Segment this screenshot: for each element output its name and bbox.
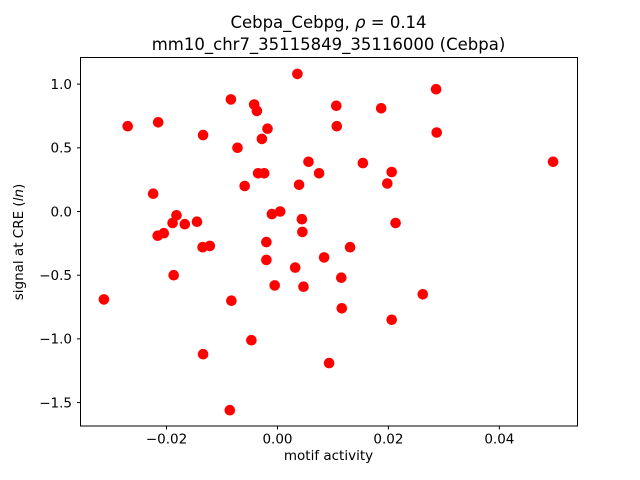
- scatter-point: [375, 103, 387, 114]
- y-tick-label: −1.0: [39, 332, 72, 348]
- scatter-point: [239, 180, 250, 192]
- y-axis-label: signal at CRE (ln): [11, 184, 27, 301]
- scatter-point: [297, 226, 308, 238]
- scatter-point: [296, 213, 308, 225]
- scatter-point: [122, 120, 133, 132]
- scatter-point: [357, 157, 369, 169]
- x-axis-label: motif activity: [80, 448, 577, 464]
- scatter-point: [261, 254, 272, 266]
- chart-title: Cebpa_Cebpg, ρ = 0.14 mm10_chr7_35115849…: [80, 12, 577, 56]
- x-tick-label: 0.02: [373, 432, 403, 448]
- scatter-point: [167, 217, 178, 229]
- scatter-point: [323, 357, 335, 369]
- scatter-point: [382, 178, 393, 189]
- scatter-point: [251, 105, 263, 117]
- y-tick-label: 0.0: [51, 204, 72, 220]
- scatter-point: [246, 334, 257, 346]
- scatter-point: [191, 216, 203, 227]
- chart-subtitle: mm10_chr7_35115849_35116000 (Cebpa): [151, 35, 506, 54]
- chart-title-line1: Cebpa_Cebpg, ρ = 0.14: [80, 12, 577, 34]
- scatter-point: [386, 166, 398, 178]
- scatter-point: [318, 252, 330, 263]
- scatter-point: [258, 168, 270, 179]
- scatter-point: [98, 294, 110, 305]
- scatter-point: [197, 129, 209, 141]
- y-axis-label-suffix: ): [11, 183, 27, 189]
- scatter-point: [266, 208, 278, 220]
- scatter-point: [289, 262, 301, 273]
- scatter-point: [431, 127, 443, 138]
- scatter-point: [386, 314, 398, 326]
- scatter-point: [298, 281, 309, 293]
- title-suffix: = 0.14: [365, 13, 427, 32]
- y-axis-label-italic: ln: [11, 188, 27, 202]
- scatter-point: [226, 295, 237, 307]
- scatter-point: [256, 133, 268, 145]
- scatter-point: [331, 120, 343, 132]
- y-tick-label: 1.0: [51, 77, 72, 93]
- y-tick-label: 0.5: [51, 141, 72, 157]
- y-tick-label: −0.5: [39, 268, 72, 284]
- scatter-point: [390, 217, 401, 229]
- scatter-point: [292, 68, 303, 80]
- scatter-point: [204, 240, 216, 252]
- scatter-point: [168, 269, 179, 281]
- scatter-point: [232, 142, 243, 154]
- x-tick-label: −0.02: [146, 432, 187, 448]
- scatter-point: [261, 236, 272, 248]
- x-tick-label: 0.04: [484, 432, 514, 448]
- scatter-point: [262, 123, 273, 134]
- y-axis-label-prefix: signal at CRE (: [11, 201, 27, 301]
- scatter-point: [158, 227, 170, 239]
- x-axis-label-text: motif activity: [283, 448, 374, 464]
- scatter-point: [152, 117, 164, 128]
- scatter-point: [197, 348, 209, 360]
- axes-frame: [80, 57, 578, 427]
- y-tick-label: −1.5: [39, 395, 72, 411]
- scatter-point: [331, 100, 342, 112]
- scatter-point: [225, 94, 237, 105]
- scatter-point: [313, 168, 325, 179]
- scatter-point: [269, 280, 281, 291]
- scatter-point: [147, 188, 159, 199]
- scatter-point: [224, 404, 236, 416]
- title-rho-symbol: ρ: [355, 13, 366, 32]
- scatter-point: [336, 303, 348, 314]
- scatter-point: [336, 272, 347, 284]
- scatter-point: [417, 289, 429, 300]
- scatter-point: [179, 218, 191, 230]
- x-tick-label: 0.00: [262, 432, 292, 448]
- scatter-point: [430, 83, 442, 95]
- scatter-point: [293, 179, 305, 191]
- scatter-point: [344, 241, 356, 253]
- scatter-point: [303, 156, 314, 168]
- scatter-point: [274, 206, 286, 217]
- scatter-point: [547, 156, 559, 168]
- title-prefix: Cebpa_Cebpg,: [230, 13, 356, 32]
